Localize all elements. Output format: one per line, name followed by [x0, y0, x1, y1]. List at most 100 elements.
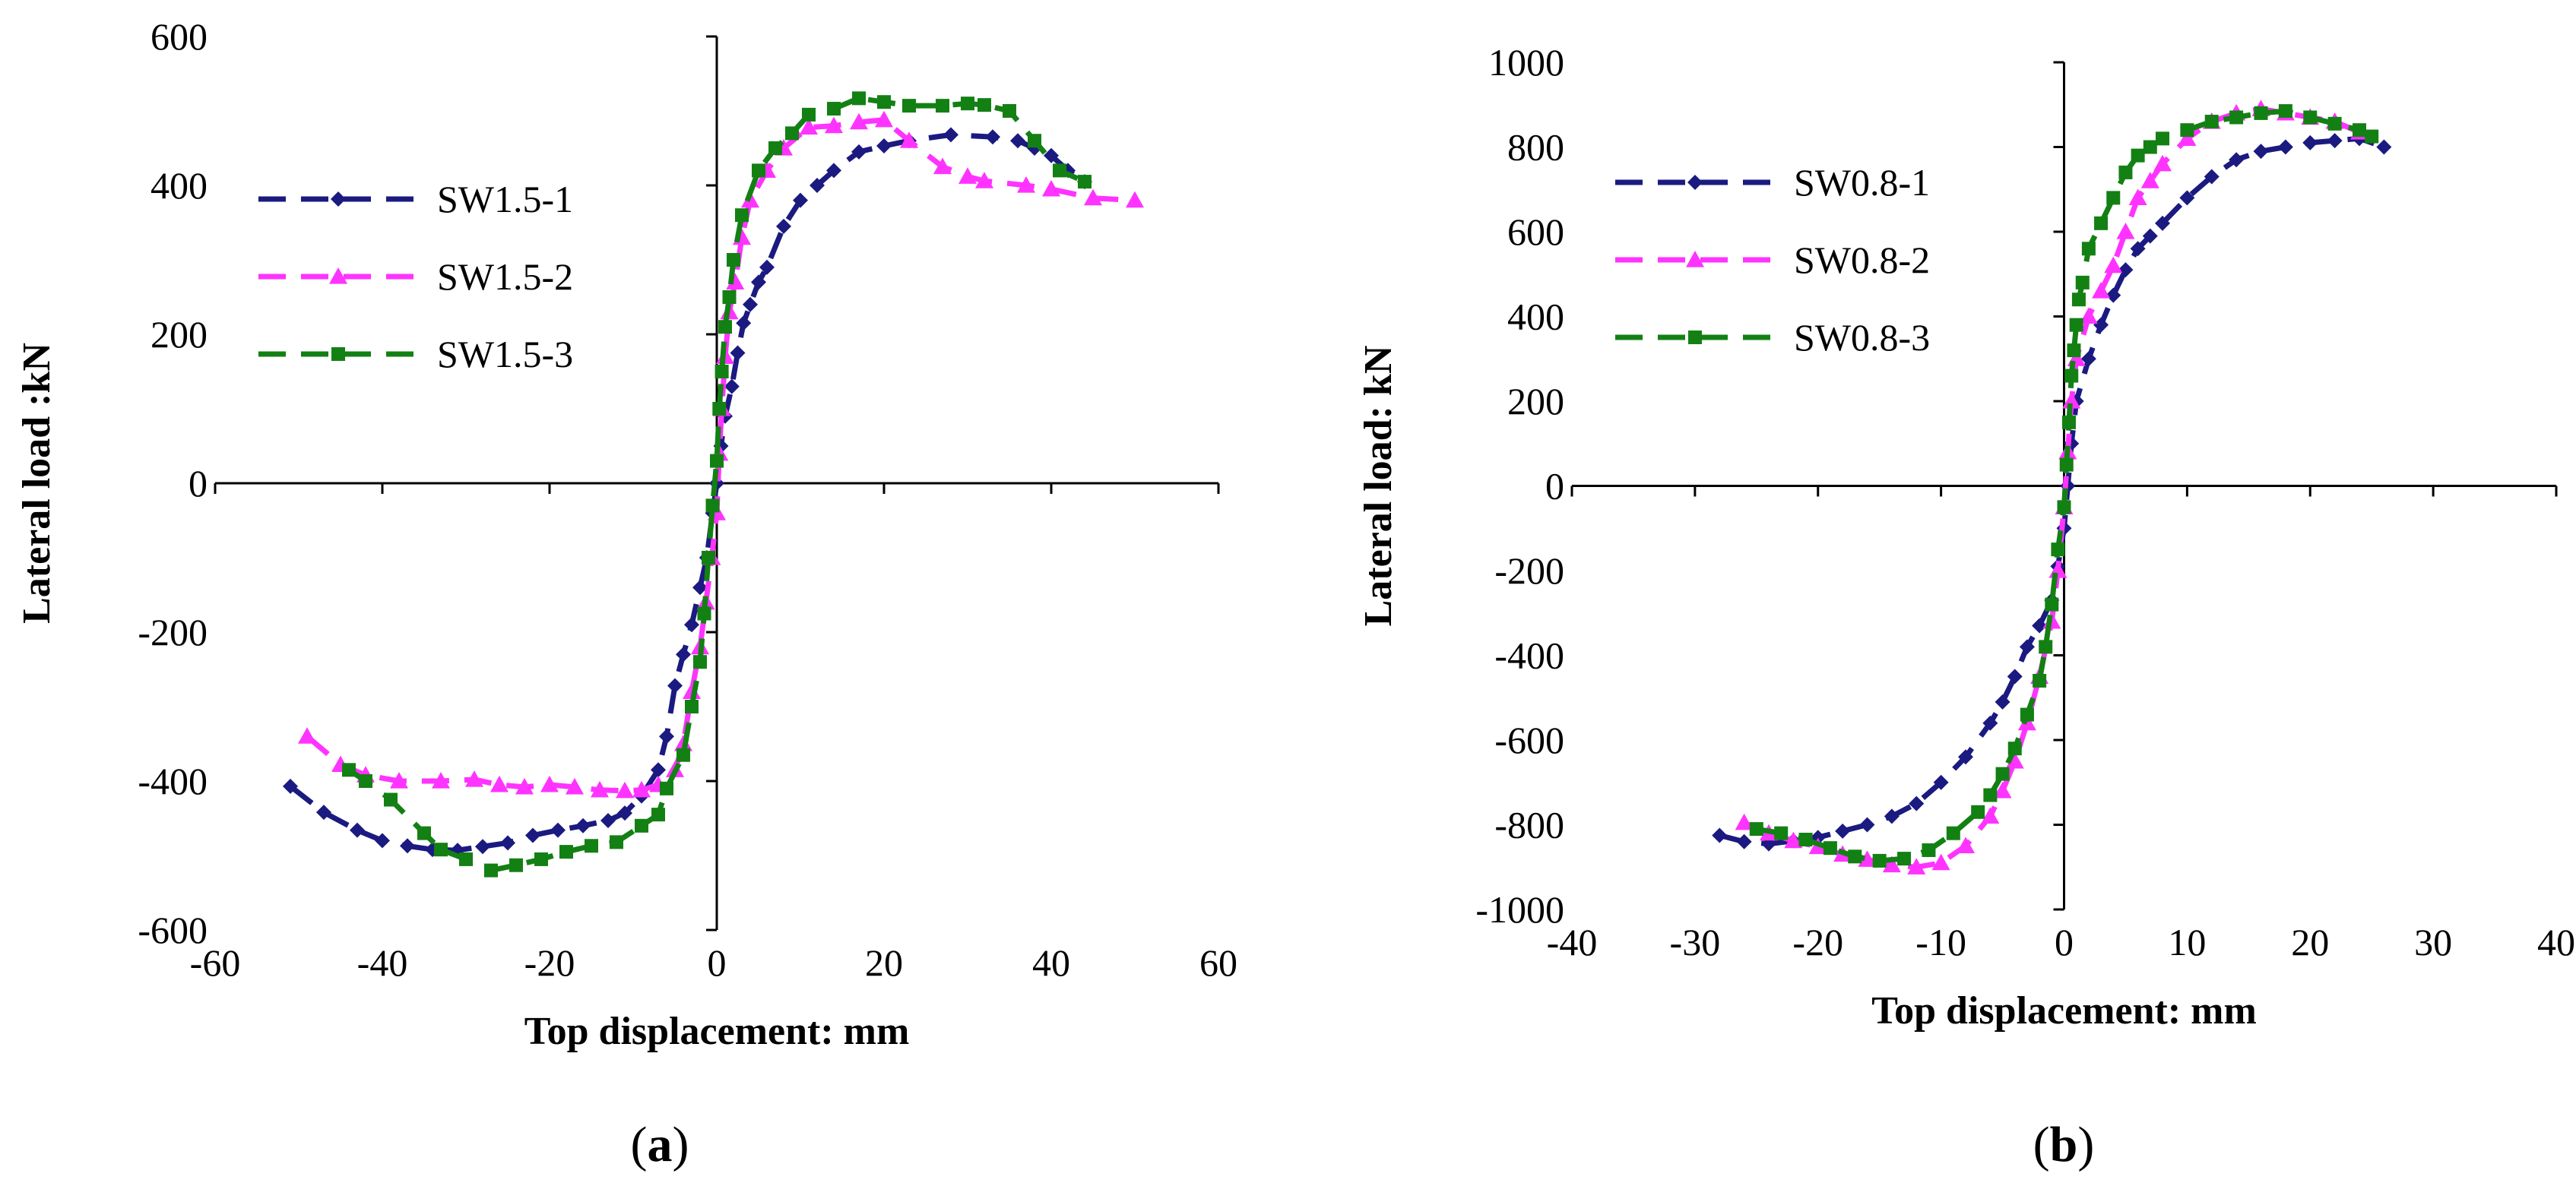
data-point [2062, 392, 2081, 409]
data-point [2092, 282, 2111, 299]
x-tick-label: 20 [865, 941, 903, 984]
data-point [384, 792, 398, 807]
data-point [350, 822, 365, 838]
data-point [2204, 169, 2220, 185]
data-point [375, 833, 390, 849]
data-point [459, 852, 473, 866]
data-point [1774, 826, 1789, 840]
data-point [718, 320, 732, 334]
data-point [400, 838, 415, 854]
data-point [1835, 823, 1851, 839]
data-point [2051, 542, 2065, 557]
data-point [1859, 817, 1875, 833]
data-point [2104, 256, 2123, 274]
data-point [540, 775, 559, 792]
y-axis-title: Lateral load :kN [15, 343, 59, 624]
data-point [1882, 856, 1901, 873]
data-point [2153, 154, 2172, 172]
data-point [826, 163, 841, 179]
data-point [2142, 228, 2158, 244]
legend-entry: SW0.8-3 [1615, 316, 1930, 359]
data-point [852, 91, 866, 106]
data-point [651, 808, 665, 822]
x-tick-label: -20 [524, 941, 575, 984]
y-tick-label: 0 [1545, 465, 1564, 508]
y-axis-title: Lateral load: kN [1357, 346, 1400, 627]
y-tick-label: 0 [189, 462, 208, 505]
data-point [2067, 343, 2081, 358]
data-point [2064, 369, 2079, 383]
data-point [692, 580, 708, 596]
data-point [2277, 139, 2293, 155]
legend-entry: SW1.5-1 [258, 178, 573, 220]
data-point [659, 729, 674, 745]
data-point [2105, 287, 2121, 303]
data-point [752, 163, 765, 178]
data-point [2005, 751, 2024, 769]
data-point [417, 826, 431, 840]
data-point [2033, 673, 2047, 688]
y-tick-label: 200 [151, 313, 208, 356]
data-point [2254, 106, 2268, 120]
data-point [635, 818, 648, 833]
legend-label: SW0.8-2 [1794, 239, 1930, 281]
data-point [2080, 351, 2096, 367]
y-tick-label: -600 [138, 909, 208, 951]
data-point [2075, 275, 2090, 289]
y-tick-label: -600 [1494, 719, 1564, 761]
data-point [936, 99, 949, 113]
data-point [1993, 781, 2012, 799]
data-point [359, 774, 372, 788]
data-point [875, 110, 893, 128]
data-point [432, 772, 450, 789]
legend-entry: SW0.8-2 [1615, 239, 1930, 281]
data-point [1798, 833, 1813, 847]
data-point [2081, 242, 2096, 256]
data-point [851, 144, 867, 160]
data-point [500, 835, 515, 851]
data-point [958, 167, 977, 184]
data-point [876, 138, 892, 154]
data-point [667, 678, 683, 694]
y-tick-label: 200 [1507, 380, 1564, 422]
data-point [933, 157, 952, 175]
data-point [902, 99, 916, 113]
data-point [1042, 179, 1060, 197]
legend-label: SW1.5-1 [437, 178, 573, 220]
data-point [484, 863, 498, 878]
x-tick-label: 40 [2537, 921, 2575, 963]
data-point [591, 780, 609, 798]
data-point [2229, 110, 2244, 125]
data-point [1983, 788, 1998, 802]
data-point [1848, 849, 1862, 864]
data-point [2353, 123, 2366, 138]
data-point [2079, 307, 2098, 324]
y-tick-label: 800 [1507, 126, 1564, 169]
data-point [2365, 129, 2379, 144]
data-point [490, 775, 509, 792]
data-point [1958, 749, 1973, 765]
data-point [1017, 176, 1035, 193]
data-point [2303, 110, 2318, 125]
data-point [2118, 165, 2133, 179]
data-point [2128, 188, 2147, 205]
data-point [710, 454, 724, 468]
data-point [2156, 131, 2169, 146]
y-tick-label: -200 [1494, 549, 1564, 592]
data-point [559, 845, 573, 859]
data-point [2327, 133, 2343, 149]
series-SW1.5-3 [342, 91, 1092, 878]
data-point [2179, 190, 2195, 206]
data-point [759, 259, 775, 275]
data-point [1933, 774, 1949, 790]
data-point [985, 129, 1000, 145]
data-point [712, 402, 727, 416]
y-tick-label: 600 [1507, 210, 1564, 253]
data-point [800, 118, 818, 135]
data-point [2116, 223, 2135, 239]
y-tick-label: -200 [138, 611, 208, 653]
data-point [697, 606, 711, 621]
series-SW0.8-3 [1749, 104, 2379, 868]
